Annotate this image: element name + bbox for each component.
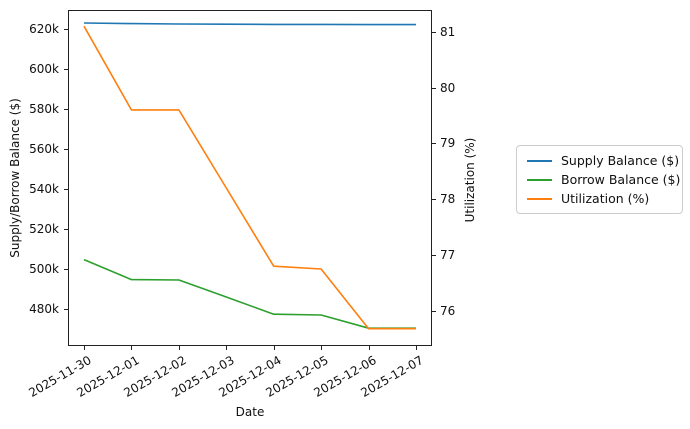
line-borrow-balance [83,258,416,330]
x-axis-title: Date [235,405,265,419]
y-tick-label-left: 580k [29,102,59,116]
y-tick-label-left: 540k [29,182,59,196]
line-plot-canvas [68,10,432,346]
utilization-line-swatch [527,197,552,200]
y-tick-mark-left [64,69,68,70]
legend-item-utilization: Utilization (%) [527,191,672,206]
legend-label-utilization: Utilization (%) [561,191,650,206]
x-tick-mark [321,346,322,350]
y-tick-mark-right [432,311,436,312]
y-tick-mark-left [64,29,68,30]
y-tick-mark-left [64,149,68,150]
x-tick-mark [226,346,227,350]
y-tick-label-right: 80 [440,81,456,95]
y-tick-mark-right [432,88,436,89]
y-tick-mark-right [432,199,436,200]
supply-line-swatch [527,159,552,162]
y-tick-label-left: 500k [29,262,59,276]
y-tick-mark-left [64,269,68,270]
legend-item-borrow-balance: Borrow Balance ($) [527,172,680,187]
y-tick-label-left: 620k [29,22,59,36]
y-tick-mark-left [64,109,68,110]
line-supply-balance [83,22,416,26]
borrow-line-swatch [527,178,552,181]
y-tick-label-left: 560k [29,142,59,156]
y-tick-label-right: 78 [440,192,456,206]
legend: Supply Balance ($) Borrow Balance ($) Ut… [516,145,683,214]
x-tick-mark [84,346,85,350]
plot-area [68,10,432,346]
legend-label-supply-balance: Supply Balance ($) [561,153,680,168]
y-tick-label-right: 81 [440,25,456,39]
y-tick-label-left: 520k [29,222,59,236]
plot-border [68,10,432,346]
right-axis-title: Utilization (%) [463,137,477,223]
y-tick-label-right: 77 [440,248,456,262]
y-tick-mark-left [64,189,68,190]
y-tick-label-left: 480k [29,302,59,316]
line-utilization [83,25,416,330]
y-tick-label-left: 600k [29,62,59,76]
x-tick-mark [274,346,275,350]
legend-item-supply-balance: Supply Balance ($) [527,153,679,168]
x-tick-mark [416,346,417,350]
y-tick-mark-right [432,255,436,256]
x-tick-mark [179,346,180,350]
y-tick-mark-left [64,309,68,310]
y-tick-mark-right [432,32,436,33]
y-tick-label-right: 76 [440,304,456,318]
y-tick-mark-left [64,229,68,230]
x-tick-mark [131,346,132,350]
x-tick-mark [369,346,370,350]
y-tick-label-right: 79 [440,136,456,150]
legend-label-borrow-balance: Borrow Balance ($) [561,172,681,187]
y-tick-mark-right [432,143,436,144]
